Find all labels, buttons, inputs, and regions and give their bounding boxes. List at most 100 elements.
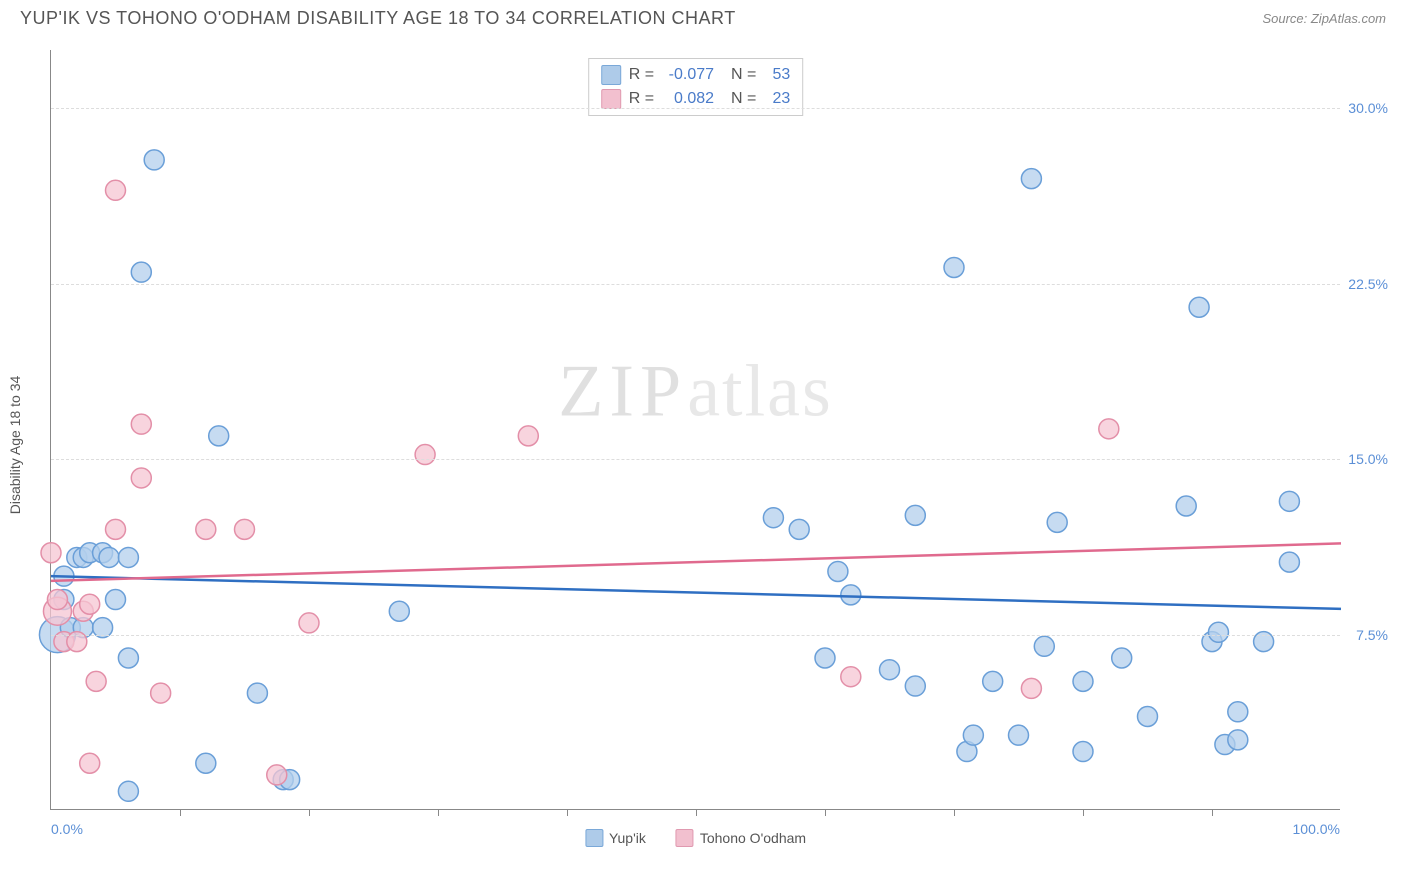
stats-swatch bbox=[601, 89, 621, 109]
legend-item: Yup'ik bbox=[585, 829, 646, 847]
data-point bbox=[1073, 742, 1093, 762]
stats-r-value: 0.082 bbox=[662, 90, 714, 108]
stats-n-value: 23 bbox=[764, 90, 790, 108]
data-point bbox=[1021, 169, 1041, 189]
data-point bbox=[196, 519, 216, 539]
series-legend: Yup'ik Tohono O'odham bbox=[585, 829, 806, 847]
data-point bbox=[944, 257, 964, 277]
data-point bbox=[144, 150, 164, 170]
data-point bbox=[247, 683, 267, 703]
data-point bbox=[131, 468, 151, 488]
data-point bbox=[99, 547, 119, 567]
y-tick-label: 22.5% bbox=[1348, 276, 1388, 292]
data-point bbox=[235, 519, 255, 539]
data-point bbox=[1009, 725, 1029, 745]
correlation-stats-box: R = -0.077 N = 53R = 0.082 N = 23 bbox=[588, 58, 804, 116]
legend-item: Tohono O'odham bbox=[676, 829, 806, 847]
regression-line bbox=[51, 543, 1341, 580]
stats-r-label: R = bbox=[629, 90, 654, 108]
data-point bbox=[118, 648, 138, 668]
x-tick-label: 100.0% bbox=[1293, 821, 1340, 837]
x-tick-label: 0.0% bbox=[51, 821, 83, 837]
data-point bbox=[1047, 512, 1067, 532]
y-tick-label: 30.0% bbox=[1348, 100, 1388, 116]
data-point bbox=[1073, 671, 1093, 691]
data-point bbox=[1189, 297, 1209, 317]
data-point bbox=[389, 601, 409, 621]
data-point bbox=[1099, 419, 1119, 439]
legend-swatch bbox=[585, 829, 603, 847]
data-point bbox=[841, 585, 861, 605]
data-point bbox=[267, 765, 287, 785]
data-point bbox=[905, 505, 925, 525]
x-tick bbox=[309, 809, 310, 816]
y-axis-label: Disability Age 18 to 34 bbox=[7, 376, 23, 515]
x-tick bbox=[180, 809, 181, 816]
legend-label: Tohono O'odham bbox=[700, 830, 806, 846]
stats-n-label: N = bbox=[722, 90, 756, 108]
data-point bbox=[789, 519, 809, 539]
data-point bbox=[815, 648, 835, 668]
x-tick bbox=[696, 809, 697, 816]
regression-line bbox=[51, 576, 1341, 609]
stats-n-label: N = bbox=[722, 66, 756, 84]
legend-label: Yup'ik bbox=[609, 830, 646, 846]
data-point bbox=[299, 613, 319, 633]
source-attribution: Source: ZipAtlas.com bbox=[1262, 11, 1386, 26]
data-point bbox=[1112, 648, 1132, 668]
data-point bbox=[1228, 702, 1248, 722]
data-point bbox=[106, 180, 126, 200]
data-point bbox=[106, 519, 126, 539]
stats-row: R = -0.077 N = 53 bbox=[601, 63, 791, 87]
y-tick-label: 7.5% bbox=[1356, 627, 1388, 643]
data-point bbox=[983, 671, 1003, 691]
chart-title: YUP'IK VS TOHONO O'ODHAM DISABILITY AGE … bbox=[20, 8, 736, 29]
stats-r-value: -0.077 bbox=[662, 66, 714, 84]
stats-row: R = 0.082 N = 23 bbox=[601, 87, 791, 111]
data-point bbox=[1138, 706, 1158, 726]
chart-container: Disability Age 18 to 34 ZIPatlas R = -0.… bbox=[50, 50, 1386, 840]
stats-swatch bbox=[601, 65, 621, 85]
x-tick bbox=[954, 809, 955, 816]
chart-svg bbox=[51, 50, 1341, 810]
stats-n-value: 53 bbox=[764, 66, 790, 84]
data-point bbox=[1279, 552, 1299, 572]
data-point bbox=[841, 667, 861, 687]
data-point bbox=[828, 561, 848, 581]
data-point bbox=[131, 414, 151, 434]
data-point bbox=[905, 676, 925, 696]
data-point bbox=[118, 781, 138, 801]
data-point bbox=[196, 753, 216, 773]
gridline bbox=[51, 635, 1340, 636]
x-tick bbox=[1083, 809, 1084, 816]
data-point bbox=[80, 753, 100, 773]
data-point bbox=[106, 590, 126, 610]
data-point bbox=[131, 262, 151, 282]
data-point bbox=[415, 445, 435, 465]
data-point bbox=[1021, 678, 1041, 698]
data-point bbox=[880, 660, 900, 680]
data-point bbox=[963, 725, 983, 745]
plot-area: ZIPatlas R = -0.077 N = 53R = 0.082 N = … bbox=[50, 50, 1340, 810]
data-point bbox=[80, 594, 100, 614]
data-point bbox=[118, 547, 138, 567]
x-tick bbox=[567, 809, 568, 816]
chart-header: YUP'IK VS TOHONO O'ODHAM DISABILITY AGE … bbox=[0, 0, 1406, 39]
data-point bbox=[86, 671, 106, 691]
gridline bbox=[51, 459, 1340, 460]
data-point bbox=[1279, 491, 1299, 511]
data-point bbox=[1208, 622, 1228, 642]
gridline bbox=[51, 284, 1340, 285]
stats-r-label: R = bbox=[629, 66, 654, 84]
gridline bbox=[51, 108, 1340, 109]
data-point bbox=[209, 426, 229, 446]
data-point bbox=[1034, 636, 1054, 656]
data-point bbox=[1176, 496, 1196, 516]
data-point bbox=[763, 508, 783, 528]
data-point bbox=[151, 683, 171, 703]
data-point bbox=[47, 590, 67, 610]
y-tick-label: 15.0% bbox=[1348, 451, 1388, 467]
data-point bbox=[1228, 730, 1248, 750]
legend-swatch bbox=[676, 829, 694, 847]
x-tick bbox=[438, 809, 439, 816]
